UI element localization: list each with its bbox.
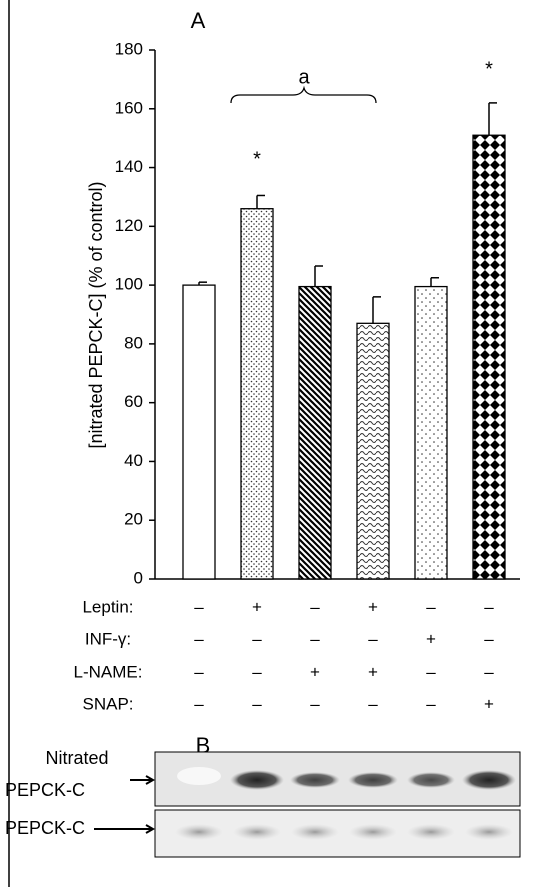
treatment-mark: + — [426, 629, 436, 648]
bar — [357, 323, 389, 579]
figure: A B [nitrated PEPCK-C] (% of control) a … — [0, 0, 541, 887]
bar — [241, 209, 273, 579]
y-tick-label: 180 — [115, 39, 143, 58]
annotation: * — [485, 58, 493, 80]
blot-label: PEPCK-C — [5, 818, 85, 838]
arrow — [130, 776, 153, 784]
treatment-mark: – — [310, 629, 320, 648]
treatment-mark: + — [368, 597, 378, 616]
treatment-mark: – — [310, 694, 320, 713]
treatment-mark: – — [194, 694, 204, 713]
blot-label: Nitrated — [45, 748, 108, 768]
treatment-mark: – — [252, 694, 262, 713]
treatment-mark: + — [310, 662, 320, 681]
y-tick-label: 60 — [124, 392, 143, 411]
arrow — [94, 825, 153, 833]
treatment-mark: – — [484, 597, 494, 616]
bracket — [231, 88, 376, 103]
panel-label: A — [191, 8, 206, 33]
bar — [299, 287, 331, 579]
y-tick-label: 0 — [134, 568, 143, 587]
y-tick-label: 160 — [115, 98, 143, 117]
treatment-mark: – — [194, 597, 204, 616]
treatment-mark: + — [484, 694, 494, 713]
treatment-mark: – — [368, 694, 378, 713]
y-tick-label: 140 — [115, 157, 143, 176]
treatment-mark: – — [426, 694, 436, 713]
treatment-mark: – — [484, 629, 494, 648]
y-tick-label: 80 — [124, 333, 143, 352]
bar — [415, 287, 447, 579]
treatment-mark: + — [368, 662, 378, 681]
treatment-label: Leptin: — [82, 597, 133, 616]
treatment-label: INF-γ: — [85, 629, 131, 648]
blot-label: PEPCK-C — [5, 780, 85, 800]
y-tick-label: 120 — [115, 216, 143, 235]
treatment-mark: – — [194, 629, 204, 648]
treatment-mark: – — [252, 662, 262, 681]
y-axis-label: [nitrated PEPCK-C] (% of control) — [86, 181, 106, 448]
y-tick-label: 100 — [115, 275, 143, 294]
treatment-mark: – — [368, 629, 378, 648]
treatment-label: L-NAME: — [74, 662, 143, 681]
bar — [183, 285, 215, 579]
annotation: * — [253, 148, 261, 170]
y-tick-label: 20 — [124, 510, 143, 529]
bar — [473, 135, 505, 579]
treatment-mark: + — [252, 597, 262, 616]
treatment-mark: – — [484, 662, 494, 681]
treatment-mark: – — [426, 597, 436, 616]
treatment-mark: – — [194, 662, 204, 681]
treatment-label: SNAP: — [82, 694, 133, 713]
y-tick-label: 40 — [124, 451, 143, 470]
treatment-mark: – — [252, 629, 262, 648]
treatment-mark: – — [310, 597, 320, 616]
annotation: a — [298, 66, 310, 88]
treatment-mark: – — [426, 662, 436, 681]
